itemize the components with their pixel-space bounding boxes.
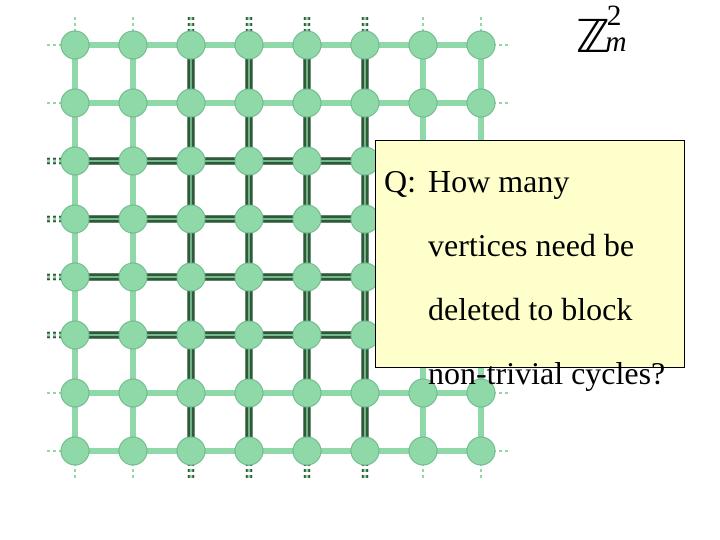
question-line: vertices need be — [384, 213, 676, 277]
question-label: Q: — [384, 149, 428, 213]
subscript-m: m — [605, 26, 626, 59]
question-line: deleted to block — [384, 277, 676, 341]
question-line: How many — [428, 149, 676, 213]
question-box: Q: How many vertices need be deleted to … — [375, 140, 685, 368]
z2m-label: ℤ 2 m — [576, 10, 610, 63]
question-line: non-trivial cycles? — [384, 341, 676, 405]
